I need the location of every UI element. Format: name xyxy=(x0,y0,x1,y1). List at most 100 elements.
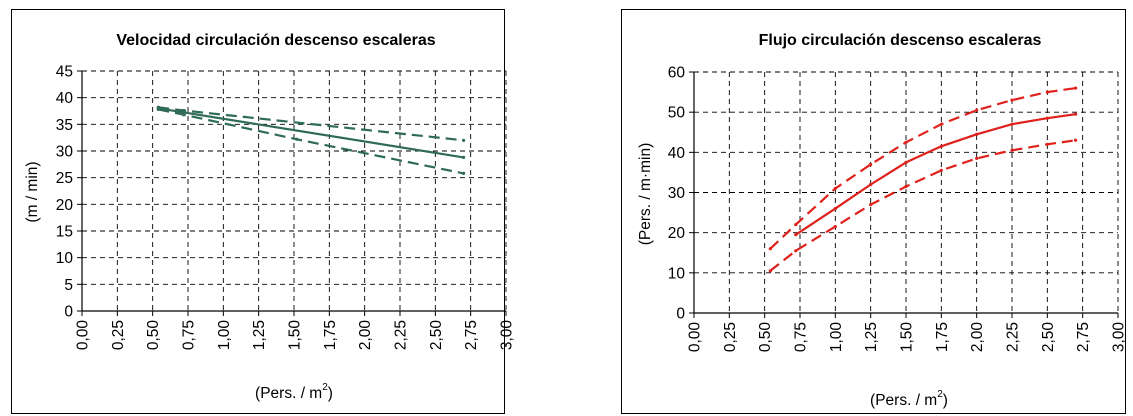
data-point xyxy=(1074,138,1078,142)
x-tick-label: 1,25 xyxy=(251,320,268,350)
data-point xyxy=(939,144,943,148)
x-tick-label: 0,50 xyxy=(145,320,162,351)
y-tick-label: 0 xyxy=(676,306,685,323)
y-tick-label: 50 xyxy=(668,105,686,122)
data-point xyxy=(1045,116,1049,120)
chart-flujo: Flujo circulación descenso escaleras 0 10… xyxy=(621,9,1128,414)
chart-frame xyxy=(11,9,505,414)
x-tick-label: 2,00 xyxy=(357,320,374,351)
y-axis-label: (Pers. / m·min) xyxy=(637,143,654,245)
y-tick-label: 20 xyxy=(668,225,686,242)
y-tick-label: 40 xyxy=(668,145,686,162)
data-point xyxy=(1074,86,1078,90)
data-point xyxy=(904,160,908,164)
y-tick-label: 30 xyxy=(668,185,686,202)
data-point xyxy=(833,225,837,229)
y-tick-label: 30 xyxy=(56,144,74,161)
data-point xyxy=(869,162,873,166)
plot-area xyxy=(768,86,1078,273)
x-tick-label: 0,75 xyxy=(181,320,198,350)
data-point xyxy=(768,269,772,273)
chart-title: Flujo circulación descenso escaleras xyxy=(759,32,1042,49)
data-point xyxy=(462,155,466,159)
grid xyxy=(77,70,507,316)
data-point xyxy=(904,140,908,144)
x-tick-label: 0,00 xyxy=(687,322,704,353)
data-point xyxy=(975,156,979,160)
y-tick-label: 25 xyxy=(56,170,73,187)
y-axis-label: (m / min) xyxy=(24,161,41,222)
y-tick-labels: 0 10 20 30 40 50 60 xyxy=(668,65,686,323)
data-point xyxy=(462,171,466,175)
data-point xyxy=(939,122,943,126)
y-tick-label: 10 xyxy=(668,265,686,282)
data-point xyxy=(975,132,979,136)
x-tick-label: 2,25 xyxy=(393,320,410,350)
data-point xyxy=(939,168,943,173)
x-tick-label: 1,00 xyxy=(828,322,845,353)
x-tick-label: 2,50 xyxy=(1040,322,1057,353)
y-tick-label: 45 xyxy=(56,64,73,81)
data-point xyxy=(1074,112,1078,116)
x-tick-label: 1,50 xyxy=(287,320,304,351)
x-tick-label: 3,00 xyxy=(1111,322,1128,353)
data-point xyxy=(869,182,873,187)
y-tick-label: 5 xyxy=(64,277,73,294)
x-tick-labels: 0,00 0,25 0,50 0,75 1,00 1,25 1,50 1,75 2,00 2,25… xyxy=(75,320,516,351)
x-tick-label: 0,50 xyxy=(757,322,774,353)
chart-velocidad: Velocidad circulación descenso escaleras… xyxy=(11,9,516,414)
data-point xyxy=(156,107,160,111)
y-tick-label: 60 xyxy=(668,65,686,82)
series-line-solid xyxy=(158,107,464,159)
data-point xyxy=(794,233,798,237)
data-point xyxy=(462,138,466,142)
series-line-dashed xyxy=(769,139,1076,272)
x-tick-label: 2,50 xyxy=(428,320,445,351)
grid xyxy=(689,71,1119,318)
x-tick-label: 2,00 xyxy=(969,322,986,353)
y-tick-labels: 0 5 10 15 20 25 30 35 40 45 xyxy=(56,64,74,321)
x-tick-labels: 0,00 0,25 0,50 0,75 1,00 1,25 1,50 1,75 2,00 2,25… xyxy=(687,322,1128,353)
x-axis-label: (Pers. / m2) xyxy=(255,382,333,402)
data-point xyxy=(182,108,186,113)
x-tick-label: 1,25 xyxy=(863,322,880,352)
x-tick-label: 0,25 xyxy=(722,322,739,352)
y-tick-label: 0 xyxy=(64,304,73,321)
y-tick-label: 10 xyxy=(56,250,74,267)
y-tick-label: 15 xyxy=(56,224,73,241)
data-point xyxy=(833,206,837,211)
series-line-dashed xyxy=(769,87,1076,250)
data-point xyxy=(768,247,772,251)
y-tick-label: 40 xyxy=(56,90,74,107)
data-point xyxy=(1010,122,1014,126)
data-point xyxy=(904,184,908,189)
x-tick-label: 2,25 xyxy=(1005,322,1022,352)
y-tick-label: 35 xyxy=(56,117,73,134)
data-point xyxy=(833,186,837,191)
x-tick-label: 0,75 xyxy=(793,322,810,352)
x-tick-label: 1,50 xyxy=(899,322,916,353)
x-tick-label: 0,00 xyxy=(75,320,92,351)
data-point xyxy=(794,223,798,227)
x-axis-label: (Pers. / m2) xyxy=(870,389,948,409)
data-point xyxy=(975,108,979,112)
series-line-dashed xyxy=(158,108,464,175)
x-tick-label: 1,75 xyxy=(934,322,951,352)
data-point xyxy=(1045,90,1049,94)
x-tick-label: 1,75 xyxy=(322,320,339,350)
data-point xyxy=(295,137,299,141)
data-point xyxy=(1010,148,1014,152)
data-point xyxy=(1045,142,1049,146)
x-tick-label: 2,75 xyxy=(463,320,480,350)
data-point xyxy=(182,113,186,117)
data-point xyxy=(869,202,873,207)
plot-area xyxy=(156,105,466,175)
y-tick-label: 20 xyxy=(56,197,74,214)
x-tick-label: 3,00 xyxy=(499,320,516,351)
chart-title: Velocidad circulación descenso escaleras xyxy=(116,32,435,49)
chart-frame xyxy=(621,9,1126,414)
x-tick-label: 0,25 xyxy=(110,320,127,350)
data-point xyxy=(1010,98,1014,102)
data-point xyxy=(794,249,798,253)
